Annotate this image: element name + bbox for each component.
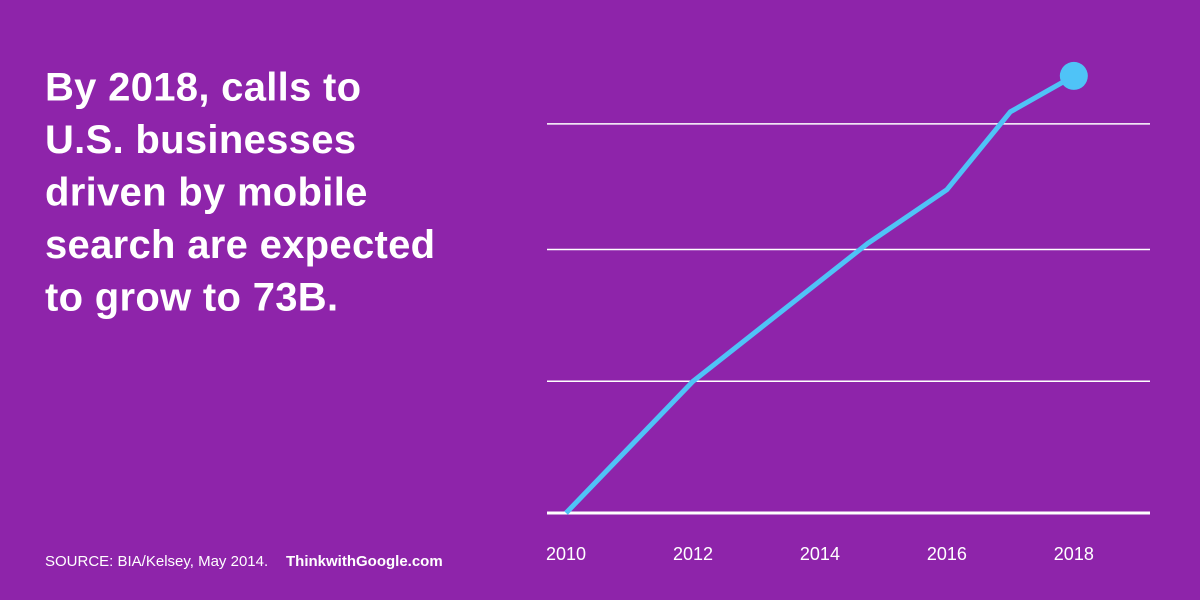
headline-line: driven by mobile [45, 171, 368, 215]
x-tick-label: 2010 [546, 544, 586, 564]
x-tick-label: 2014 [800, 544, 840, 564]
headline-line: U.S. businesses [45, 118, 356, 162]
x-tick-label: 2012 [673, 544, 713, 564]
headline-line: search are expected [45, 223, 435, 267]
headline-line: to grow to 73B. [45, 276, 338, 320]
brand: ThinkwithGoogle.com [286, 553, 443, 570]
data-line [564, 73, 1076, 515]
end-marker [1059, 61, 1088, 90]
x-tick-label: 2018 [1054, 544, 1094, 564]
source: SOURCE: BIA/Kelsey, May 2014. [45, 553, 268, 570]
x-tick-label: 2016 [927, 544, 967, 564]
headline-line: By 2018, calls to [45, 66, 361, 110]
